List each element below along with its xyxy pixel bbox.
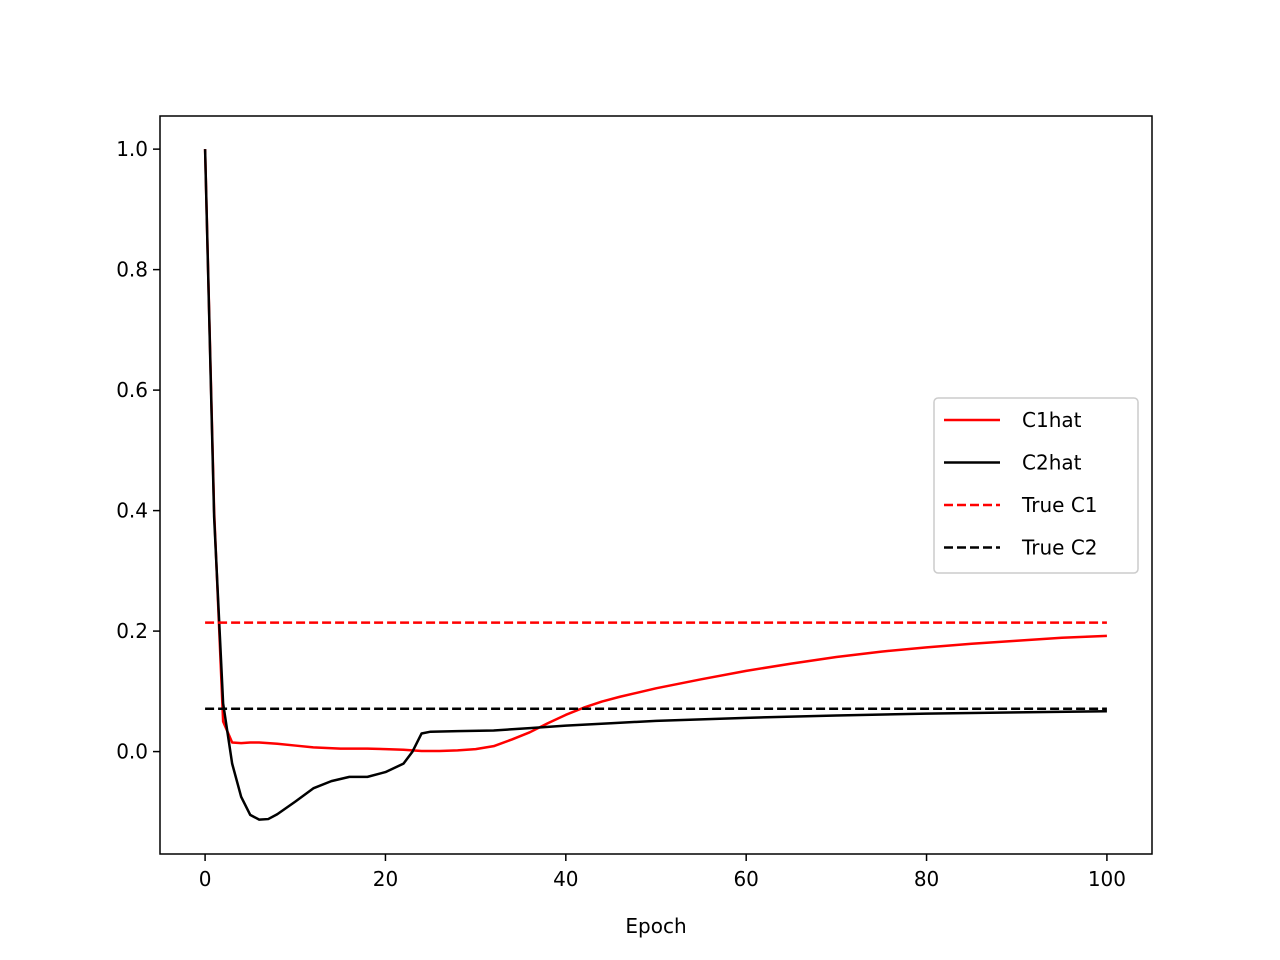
x-tick-label: 40 (553, 867, 578, 891)
legend: C1hat C2hat True C1 True C2 (933, 397, 1139, 574)
x-tick-label: 80 (914, 867, 939, 891)
legend-label: C2hat (1022, 451, 1082, 475)
x-axis-label: Epoch (625, 914, 686, 938)
y-tick-label: 0.8 (116, 258, 148, 282)
legend-label: True C2 (1021, 536, 1098, 560)
y-tick-label: 0.2 (116, 619, 148, 643)
plot-frame (159, 115, 1153, 855)
x-tick-label: 20 (373, 867, 398, 891)
x-tick-label: 60 (733, 867, 758, 891)
y-tick-label: 0.6 (116, 378, 148, 402)
y-axis: 0.0 0.2 0.4 0.6 0.8 1.0 (116, 137, 160, 764)
y-tick-label: 1.0 (116, 137, 148, 161)
legend-label: C1hat (1022, 408, 1082, 432)
legend-label: True C1 (1021, 493, 1098, 517)
x-tick-label: 0 (199, 867, 212, 891)
y-tick-label: 0.0 (116, 740, 148, 764)
series-line-c2hat (203, 149, 1107, 821)
x-tick-label: 100 (1088, 867, 1126, 891)
x-axis: 0 20 40 60 80 100 (199, 854, 1126, 891)
legend-box (933, 397, 1139, 574)
series-layer (203, 149, 1107, 821)
series-line-c1hat (203, 149, 1107, 753)
y-tick-label: 0.4 (116, 499, 148, 523)
